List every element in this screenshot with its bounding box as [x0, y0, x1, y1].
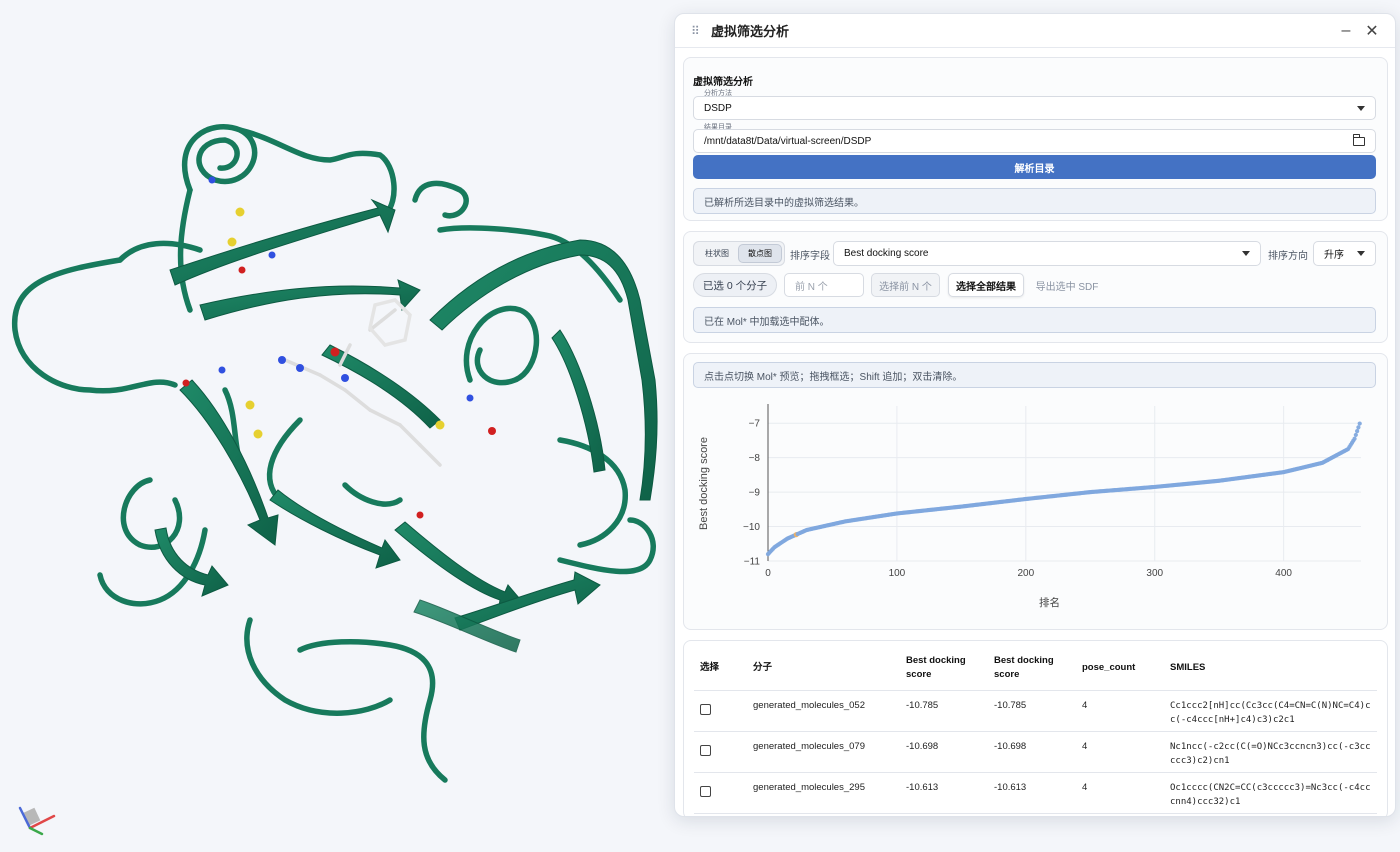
mol-load-status: 已在 Mol* 中加载选中配体。 [693, 307, 1376, 333]
select-all-button[interactable]: 选择全部结果 [948, 273, 1024, 297]
topn-input[interactable]: 前 N 个 [784, 273, 864, 297]
cell-score: -10.785 [900, 690, 988, 732]
row-checkbox[interactable] [700, 745, 711, 757]
parse-status: 已解析所选目录中的虚拟筛选结果。 [693, 188, 1376, 214]
cell-smiles: Cc1ccc2[nH]cc(Cc3cc(C4=CN=C(N)NC=C4)cc(-… [1164, 690, 1377, 732]
minimize-icon[interactable]: – [1341, 21, 1351, 39]
cell-pose-count: 4 [1076, 772, 1164, 814]
row-checkbox[interactable] [700, 704, 711, 716]
cell-smiles: Oc1cccc(CN2C=CC(c3ccccc3)=Nc3cc(-c4cccnn… [1164, 772, 1377, 814]
results-table: 选择 分子 Best docking score Best docking sc… [694, 647, 1377, 814]
y-tick-label: −11 [744, 557, 761, 568]
panel-body: 虚拟筛选分析 分析方法 DSDP 结果目录 /mnt/data8t/Data/v… [675, 49, 1395, 816]
method-select[interactable]: DSDP [693, 96, 1376, 120]
tab-scatter-chart[interactable]: 散点图 [738, 244, 782, 263]
cell-score: -10.698 [900, 731, 988, 773]
cell-smiles: Nc1ncc(-c2cc(C(=O)NCc3ccncn3)cc(-c3ccccc… [1164, 731, 1377, 773]
x-tick-label: 400 [1275, 568, 1292, 579]
cell-pose-count: 4 [1076, 690, 1164, 732]
data-point[interactable] [1352, 436, 1357, 441]
y-tick-label: −9 [749, 488, 761, 499]
chevron-down-icon [1357, 251, 1365, 256]
chart-hint: 点击点切换 Mol* 预览；拖拽框选；Shift 追加；双击清除。 [693, 362, 1376, 388]
cell-molecule: generated_molecules_052 [747, 690, 900, 732]
close-icon[interactable]: ✕ [1365, 22, 1379, 40]
col-header-molecule[interactable]: 分子 [747, 647, 900, 691]
selected-count-badge: 已选 0 个分子 [693, 273, 777, 297]
y-tick-label: −10 [743, 522, 760, 533]
data-point[interactable] [1353, 432, 1358, 438]
scatter-chart-card: 点击点切换 Mol* 预览；拖拽框选；Shift 追加；双击清除。 −11 −10… [683, 353, 1388, 630]
cell-molecule: generated_molecules_079 [747, 731, 900, 773]
col-header-score-2[interactable]: Best docking score [988, 647, 1076, 691]
data-point[interactable] [1355, 429, 1360, 434]
col-header-smiles[interactable]: SMILES [1164, 647, 1377, 691]
cell-score-2: -10.785 [988, 690, 1076, 732]
row-checkbox[interactable] [700, 786, 711, 798]
table-header-row: 选择 分子 Best docking score Best docking sc… [694, 647, 1377, 691]
results-table-card: 选择 分子 Best docking score Best docking sc… [683, 640, 1388, 816]
scatter-chart[interactable]: −11 −10 −9 −8 −7 0 100 200 300 400 排名 Best docking … [684, 394, 1389, 626]
cell-score-2: -10.613 [988, 772, 1076, 814]
chevron-down-icon [1357, 105, 1365, 111]
x-tick-label: 300 [1146, 568, 1163, 579]
x-tick-label: 0 [765, 568, 771, 579]
tab-bar-chart[interactable]: 柱状图 [705, 249, 729, 258]
table-row[interactable]: generated_molecules_052 -10.785 -10.785 … [694, 690, 1377, 732]
result-dir-value: /mnt/data8t/Data/virtual-screen/DSDP [704, 135, 872, 147]
result-dir-input[interactable]: /mnt/data8t/Data/virtual-screen/DSDP [693, 129, 1376, 153]
folder-icon[interactable] [1352, 133, 1365, 146]
table-row[interactable]: generated_molecules_295 -10.613 -10.613 … [694, 772, 1377, 814]
x-tick-label: 100 [889, 568, 906, 579]
axes-gizmo-icon [18, 806, 56, 836]
analysis-settings-card: 虚拟筛选分析 分析方法 DSDP 结果目录 /mnt/data8t/Data/v… [683, 57, 1388, 221]
virtual-screening-panel: ⠿ 虚拟筛选分析 – ✕ 虚拟筛选分析 分析方法 DSDP 结果目录 /mnt/… [674, 13, 1396, 817]
table-row[interactable]: generated_molecules_079 -10.698 -10.698 … [694, 731, 1377, 773]
y-axis-label: Best docking score [698, 437, 710, 530]
export-sdf-button[interactable]: 导出选中 SDF [1035, 281, 1099, 293]
select-topn-button[interactable]: 选择前 N 个 [871, 273, 940, 297]
data-point[interactable] [1357, 421, 1362, 426]
controls-card: 柱状图 散点图 排序字段 Best docking score 排序方向 升序 … [683, 231, 1388, 343]
sort-dir-label: 排序方向 [1268, 251, 1308, 262]
col-header-select: 选择 [694, 647, 747, 691]
cell-score: -10.613 [900, 772, 988, 814]
dir-label: 结果目录 [704, 124, 732, 131]
y-tick-label: −8 [749, 453, 761, 464]
method-value: DSDP [704, 102, 732, 114]
cell-score-2: -10.698 [988, 731, 1076, 773]
cell-pose-count: 4 [1076, 731, 1164, 773]
data-point[interactable] [1356, 425, 1361, 430]
chevron-down-icon [1242, 251, 1250, 256]
cell-molecule: generated_molecules_295 [747, 772, 900, 814]
sort-field-select[interactable]: Best docking score [833, 241, 1261, 266]
col-header-pose-count[interactable]: pose_count [1076, 647, 1164, 691]
section-title: 虚拟筛选分析 [693, 77, 753, 88]
panel-header[interactable]: ⠿ 虚拟筛选分析 – ✕ [675, 14, 1395, 48]
drag-handle-icon[interactable]: ⠿ [691, 23, 700, 38]
method-label: 分析方法 [704, 90, 732, 97]
x-tick-label: 200 [1017, 568, 1034, 579]
sort-dir-value: 升序 [1324, 250, 1344, 261]
chart-type-toggle: 柱状图 散点图 [693, 241, 785, 266]
sort-field-label: 排序字段 [790, 251, 830, 262]
sort-dir-select[interactable]: 升序 [1313, 241, 1376, 266]
y-tick-label: −7 [749, 419, 761, 430]
panel-title: 虚拟筛选分析 [711, 24, 790, 39]
col-header-score[interactable]: Best docking score [900, 647, 988, 691]
sort-field-value: Best docking score [844, 248, 929, 259]
x-axis-label: 排名 [1039, 596, 1060, 609]
parse-dir-button[interactable]: 解析目录 [693, 155, 1376, 179]
